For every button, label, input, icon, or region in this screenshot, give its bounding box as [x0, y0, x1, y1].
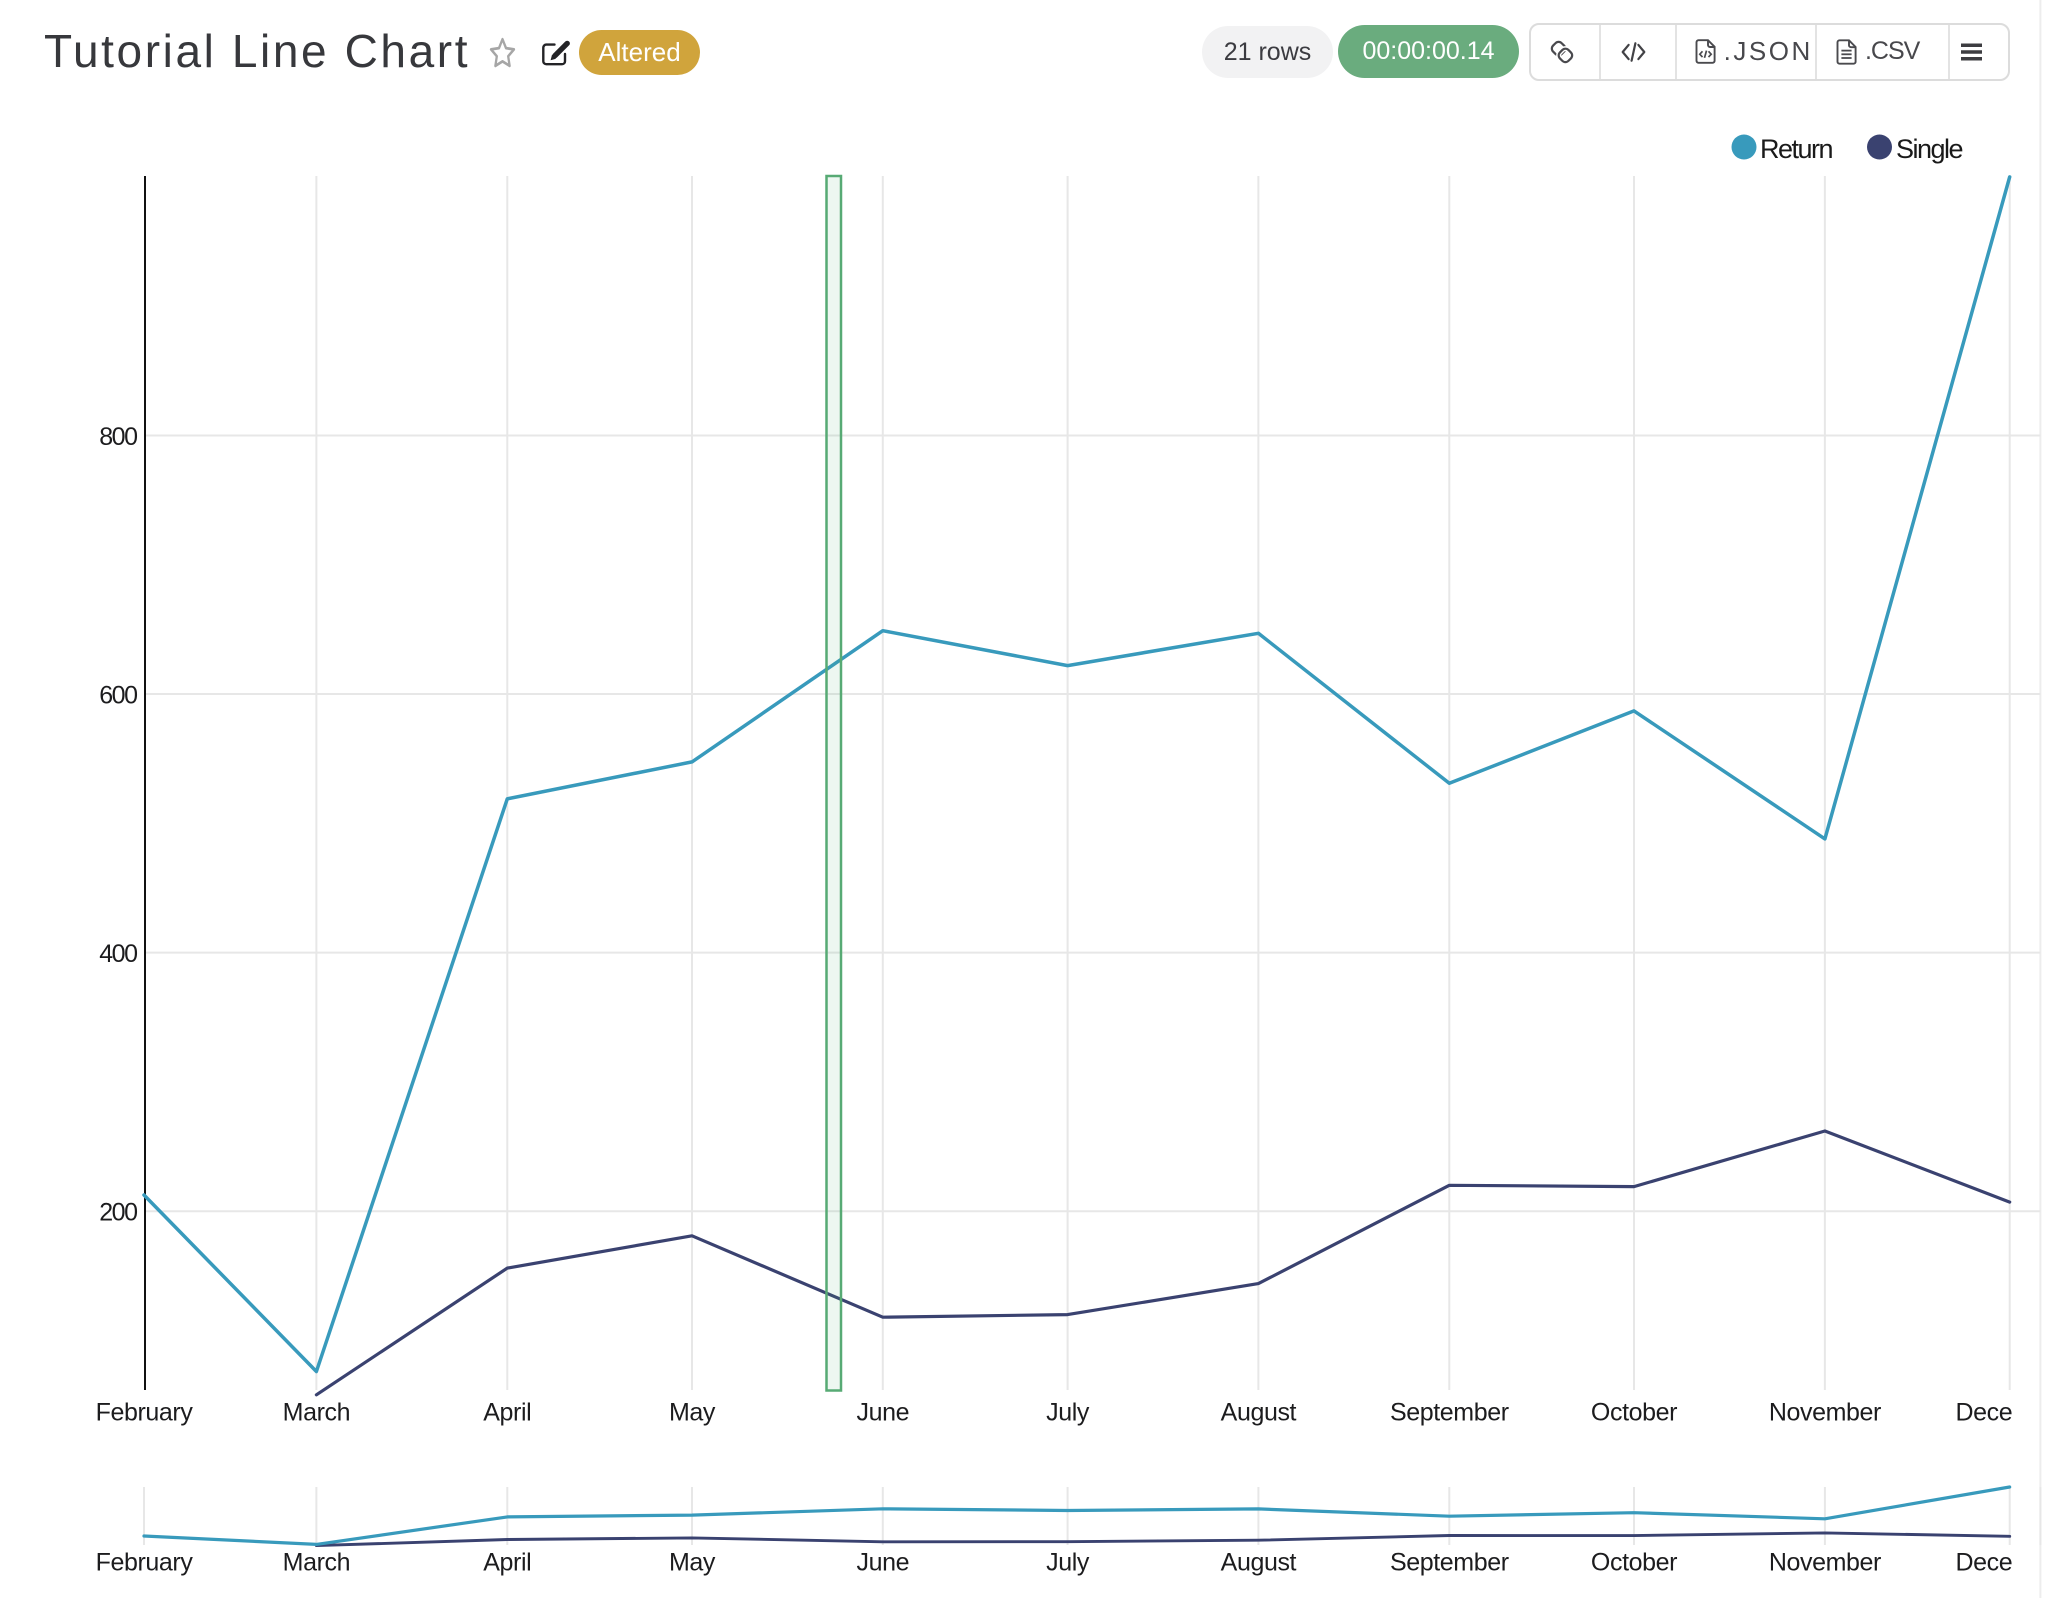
svg-text:Dece: Dece	[1956, 1549, 2013, 1577]
svg-text:February: February	[96, 1399, 194, 1427]
svg-text:February: February	[96, 1549, 194, 1577]
svg-text:600: 600	[99, 681, 137, 709]
svg-text:Single: Single	[1896, 134, 1963, 164]
svg-text:July: July	[1046, 1399, 1090, 1427]
svg-text:Dece: Dece	[1956, 1399, 2013, 1427]
svg-text:August: August	[1221, 1549, 1297, 1577]
svg-text:November: November	[1769, 1399, 1881, 1427]
svg-text:September: September	[1390, 1399, 1509, 1427]
svg-text:October: October	[1591, 1549, 1677, 1577]
svg-text:May: May	[669, 1549, 716, 1577]
svg-text:September: September	[1390, 1549, 1509, 1577]
svg-text:June: June	[856, 1549, 909, 1577]
svg-text:October: October	[1591, 1399, 1677, 1427]
svg-text:November: November	[1769, 1549, 1881, 1577]
svg-text:May: May	[669, 1399, 716, 1427]
svg-text:200: 200	[99, 1199, 137, 1227]
svg-text:April: April	[483, 1549, 531, 1577]
svg-text:April: April	[483, 1399, 531, 1427]
svg-text:July: July	[1046, 1549, 1090, 1577]
svg-text:Return: Return	[1760, 134, 1833, 164]
svg-text:March: March	[283, 1399, 350, 1427]
svg-text:800: 800	[99, 423, 137, 451]
svg-text:400: 400	[99, 940, 137, 968]
svg-text:June: June	[856, 1399, 909, 1427]
svg-text:March: March	[283, 1549, 350, 1577]
svg-text:August: August	[1221, 1399, 1297, 1427]
